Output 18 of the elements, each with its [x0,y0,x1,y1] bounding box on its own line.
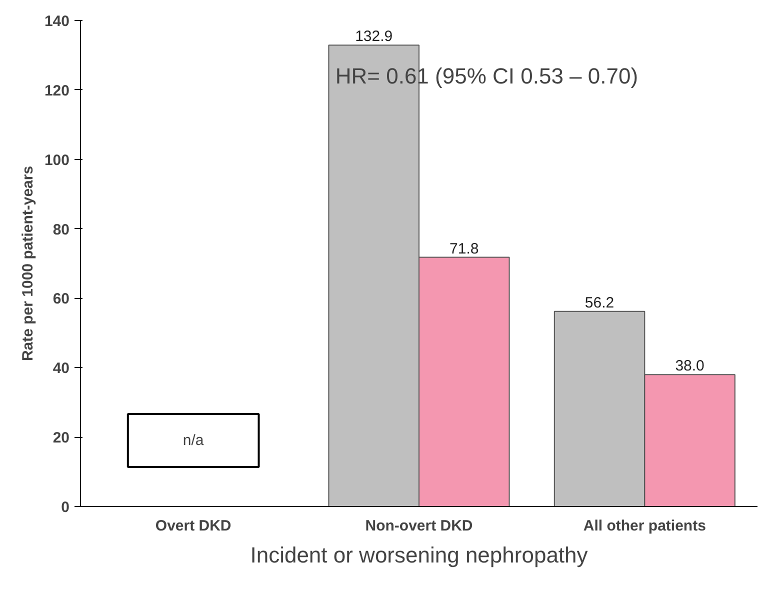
y-tick-label: 20 [52,430,70,447]
y-tick-label: 120 [44,82,70,100]
x-tick-label: Overt DKD [155,518,232,534]
x-axis-title: Incident or worsening nephropathy [250,542,588,568]
data-label: 71.8 [450,240,479,258]
y-tick-label: 100 [44,152,70,169]
y-tick-label: 60 [52,290,70,308]
x-tick-label: Non-overt DKD [365,518,473,534]
data-label: 56.2 [584,294,614,312]
y-tick-label: 140 [44,13,70,30]
y-axis-title: Rate per 1000 patient-years [19,166,36,362]
annotation: n/a [182,432,204,450]
data-label: 38.0 [675,358,704,375]
data-label: 132.9 [355,28,393,46]
x-tick-label: All other patients [583,518,706,534]
y-tick-label: 80 [52,221,70,238]
y-tick-label: 40 [52,360,70,378]
y-tick-label: 0 [61,499,70,516]
